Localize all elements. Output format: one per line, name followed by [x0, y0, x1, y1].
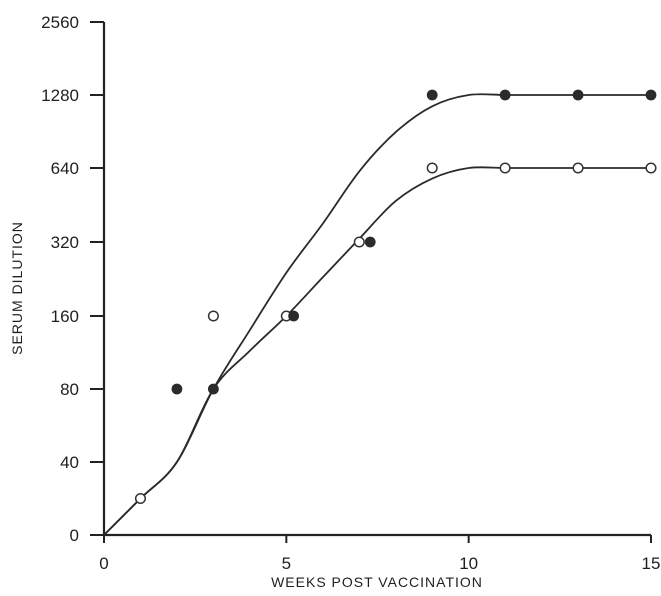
axes-layer: 0 5 10 15 0 40 80 160 320 640 1280 2560 — [41, 13, 660, 573]
y-tick-label: 320 — [51, 233, 79, 252]
filled-data-point — [171, 383, 183, 395]
x-axis-title: WEEKS POST VACCINATION — [271, 574, 483, 590]
filled-data-point — [426, 89, 438, 101]
y-tick-label: 1280 — [41, 86, 79, 105]
y-tick-label: 2560 — [41, 13, 79, 32]
open-data-point — [353, 236, 365, 248]
open-data-point — [134, 492, 147, 505]
open-series-curve — [103, 166, 651, 536]
x-tick-label: 10 — [459, 554, 478, 573]
y-tick-label: 80 — [60, 380, 79, 399]
open-data-point — [426, 162, 438, 174]
x-tick-label: 5 — [282, 554, 291, 573]
x-tick-label: 0 — [99, 554, 108, 573]
open-data-point — [207, 310, 219, 322]
y-tick-label: 160 — [51, 307, 79, 326]
filled-data-point — [207, 383, 219, 395]
filled-data-point — [645, 89, 657, 101]
filled-data-point — [364, 236, 376, 248]
open-data-point — [572, 162, 584, 174]
filled-data-point — [499, 89, 511, 101]
filled-series-curve — [103, 93, 651, 536]
y-axis-title: SERUM DILUTION — [9, 221, 25, 355]
y-tick-label: 40 — [60, 453, 79, 472]
points-layer — [134, 89, 657, 505]
labels-layer: WEEKS POST VACCINATION SERUM DILUTION — [9, 221, 483, 590]
open-data-point — [499, 162, 511, 174]
filled-data-point — [572, 89, 584, 101]
y-tick-label: 0 — [70, 526, 79, 545]
y-tick-label: 640 — [51, 159, 79, 178]
filled-data-point — [288, 310, 300, 322]
open-data-point — [645, 162, 657, 174]
curves-layer — [103, 93, 651, 536]
x-tick-label: 15 — [642, 554, 661, 573]
